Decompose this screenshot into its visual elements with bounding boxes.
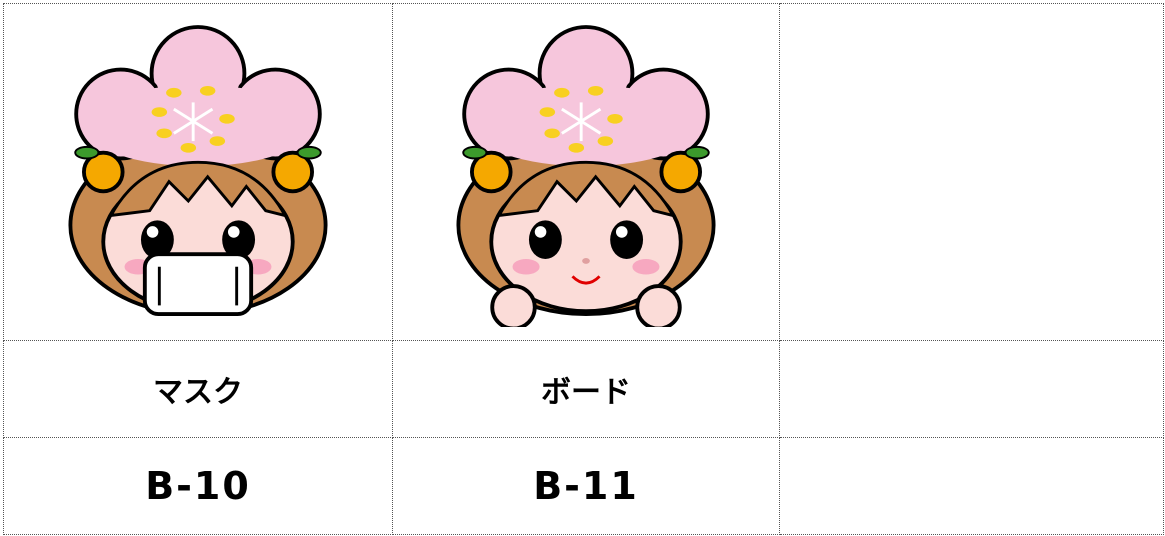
- board-character: [456, 25, 716, 327]
- table: マスク ボード B-10 B-11: [3, 3, 1164, 535]
- empty-cell: [779, 340, 1164, 438]
- empty-cell: [779, 437, 1164, 535]
- item-name: ボード: [392, 340, 780, 438]
- mask-character: [68, 25, 328, 317]
- image-cell: [3, 3, 393, 341]
- item-code: B-10: [3, 437, 393, 535]
- empty-cell: [779, 3, 1164, 341]
- item-name: マスク: [3, 340, 393, 438]
- item-code: B-11: [392, 437, 780, 535]
- image-cell: [392, 3, 780, 341]
